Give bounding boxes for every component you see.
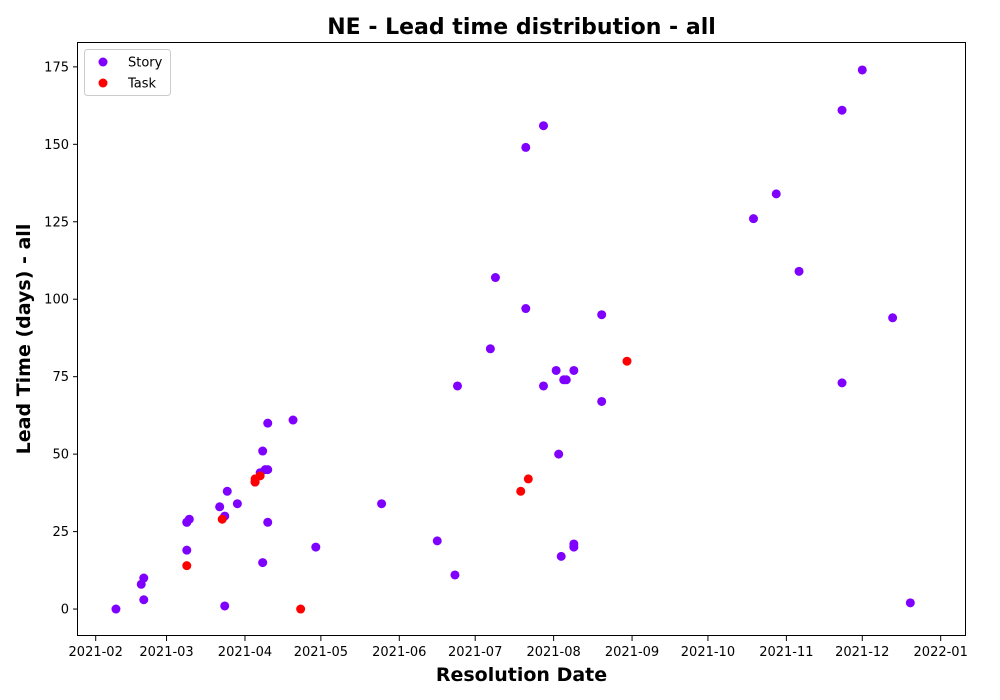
story-point	[539, 121, 548, 131]
y-tick-label: 175	[44, 60, 69, 75]
task-point	[523, 474, 533, 484]
legend-story-label: Story	[128, 56, 163, 71]
story-point	[258, 558, 268, 568]
story-point	[569, 365, 579, 375]
y-tick-label: 25	[52, 525, 69, 540]
chart-title: NE - Lead time distribution - all	[327, 15, 716, 40]
story-point	[222, 486, 232, 496]
story-point	[556, 551, 566, 561]
task-point	[255, 471, 265, 481]
story-point	[837, 378, 847, 388]
story-point	[771, 189, 781, 199]
legend-story-marker	[98, 57, 108, 67]
task-point	[296, 604, 306, 614]
y-tick-label: 50	[52, 448, 69, 463]
x-axis-label: Resolution Date	[436, 664, 607, 686]
y-tick-label: 150	[44, 138, 69, 153]
story-point	[888, 313, 898, 323]
story-point	[485, 344, 495, 354]
story-point	[311, 542, 321, 552]
story-point	[490, 273, 500, 283]
y-axis-label: Lead Time (days) - all	[13, 224, 35, 455]
story-point	[561, 375, 571, 385]
y-tick-label: 0	[61, 603, 69, 618]
story-point	[539, 381, 548, 391]
task-point	[182, 561, 192, 571]
x-tick-label: 2022-01	[914, 645, 968, 660]
data-points	[111, 65, 915, 614]
x-tick-label: 2021-06	[372, 645, 426, 660]
story-point	[377, 499, 387, 509]
story-point	[263, 517, 273, 527]
x-tick-label: 2021-07	[448, 645, 502, 660]
story-point	[452, 381, 462, 391]
story-point	[182, 545, 192, 555]
legend: Story Task	[84, 49, 171, 96]
legend-task-label: Task	[127, 77, 157, 92]
story-point	[521, 304, 531, 314]
x-tick-label: 2021-03	[139, 645, 193, 660]
plot-area-frame	[77, 42, 966, 636]
task-point	[622, 356, 632, 366]
story-point	[111, 604, 121, 614]
story-point	[215, 502, 225, 512]
story-point	[597, 310, 607, 320]
x-tick-label: 2021-05	[294, 645, 348, 660]
legend-task-marker	[98, 78, 108, 88]
story-point	[748, 214, 758, 224]
story-point	[263, 465, 273, 475]
story-point	[232, 499, 242, 509]
x-tick-label: 2021-11	[759, 645, 813, 660]
x-axis-ticks: 2021-02 2021-03 2021-04 2021-05 2021-06 2021-…	[69, 636, 968, 660]
y-axis-ticks: 0 25 50 75 100 125 150 175	[44, 60, 78, 618]
y-tick-label: 125	[44, 215, 69, 230]
story-point	[551, 365, 561, 375]
story-point	[220, 601, 230, 611]
story-point	[263, 418, 273, 428]
story-point	[905, 598, 915, 608]
story-point	[258, 446, 268, 456]
story-point	[288, 415, 298, 425]
story-point	[521, 142, 531, 152]
x-tick-label: 2021-09	[605, 645, 659, 660]
x-tick-label: 2021-10	[681, 645, 735, 660]
y-tick-label: 75	[52, 370, 69, 385]
story-point	[597, 396, 607, 406]
story-point	[432, 536, 442, 546]
story-point	[794, 266, 804, 276]
story-point	[450, 570, 460, 580]
x-tick-label: 2021-08	[526, 645, 580, 660]
story-point	[139, 595, 149, 605]
x-tick-label: 2021-12	[835, 645, 889, 660]
story-point	[139, 573, 149, 583]
story-point	[184, 514, 194, 524]
story-point	[837, 105, 847, 115]
y-tick-label: 100	[44, 293, 69, 308]
story-point	[857, 65, 867, 75]
task-point	[217, 514, 227, 524]
task-point	[516, 486, 526, 496]
x-tick-label: 2021-02	[69, 645, 123, 660]
x-tick-label: 2021-04	[218, 645, 272, 660]
story-point	[569, 542, 579, 552]
story-point	[554, 449, 564, 459]
